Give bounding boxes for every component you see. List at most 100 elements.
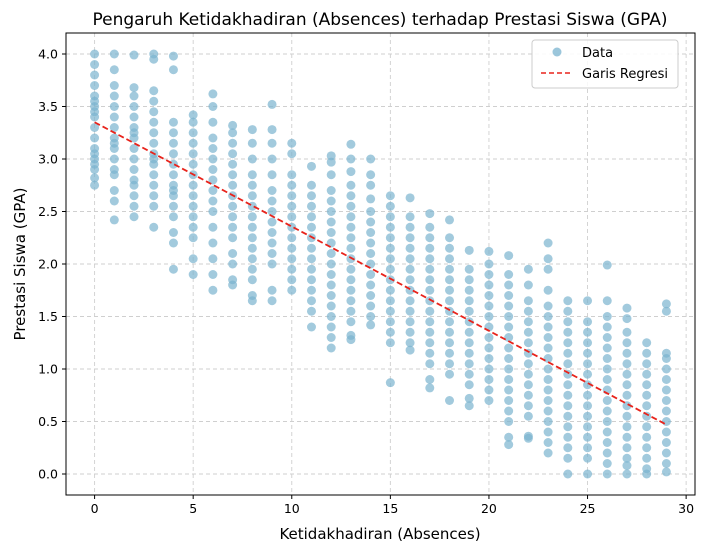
data-point: [366, 312, 376, 321]
data-point: [661, 459, 671, 468]
data-point: [228, 138, 238, 148]
data-point: [267, 154, 277, 164]
data-point: [661, 306, 671, 316]
data-point: [642, 422, 652, 432]
data-point: [523, 280, 533, 290]
data-point: [543, 343, 553, 353]
data-point: [326, 343, 336, 353]
data-point: [149, 201, 159, 211]
data-point: [622, 359, 632, 369]
data-point: [385, 222, 395, 232]
data-point: [326, 170, 336, 180]
data-point: [445, 348, 455, 358]
data-point: [149, 86, 159, 96]
data-point: [661, 406, 671, 416]
data-point: [188, 270, 198, 279]
data-point: [622, 390, 632, 400]
data-point: [109, 102, 119, 111]
data-point: [405, 306, 415, 316]
data-point: [602, 427, 612, 437]
data-point: [149, 138, 159, 148]
x-tick-label: 15: [382, 501, 398, 516]
data-point: [346, 306, 356, 316]
data-point: [504, 270, 514, 279]
data-point: [425, 348, 435, 358]
data-point: [543, 427, 553, 437]
data-point: [346, 264, 356, 274]
data-point: [208, 222, 218, 232]
x-tick-label: 30: [678, 501, 694, 516]
data-point: [90, 180, 100, 190]
data-point: [504, 375, 514, 384]
data-point: [247, 154, 257, 164]
x-tick-label: 25: [580, 501, 596, 516]
data-point: [445, 338, 455, 348]
data-point: [661, 364, 671, 374]
data-point: [90, 149, 100, 159]
data-point: [287, 138, 297, 148]
data-point: [326, 151, 336, 161]
data-point: [306, 180, 316, 190]
data-point: [228, 275, 238, 285]
data-point: [247, 212, 257, 222]
data-point: [247, 243, 257, 253]
data-point: [109, 196, 119, 206]
data-point: [385, 317, 395, 327]
data-point: [267, 217, 277, 227]
data-point: [464, 245, 474, 255]
data-point: [425, 233, 435, 243]
data-point: [109, 186, 119, 195]
data-point: [622, 422, 632, 432]
data-point: [464, 393, 474, 403]
data-point: [602, 260, 612, 270]
data-point: [306, 306, 316, 316]
data-point: [622, 348, 632, 358]
y-tick-label: 0.0: [38, 467, 58, 482]
data-point: [188, 159, 198, 169]
data-point: [425, 264, 435, 274]
data-point: [405, 327, 415, 337]
data-point: [563, 338, 573, 348]
data-point: [484, 312, 494, 321]
data-point: [464, 285, 474, 295]
data-point: [90, 159, 100, 169]
data-point: [306, 254, 316, 264]
data-point: [326, 157, 336, 167]
data-point: [346, 154, 356, 164]
x-tick-label: 20: [481, 501, 497, 516]
data-point: [385, 285, 395, 295]
data-point: [267, 238, 277, 248]
data-point: [90, 81, 100, 90]
data-point: [188, 254, 198, 264]
data-point: [168, 228, 178, 237]
data-point: [326, 196, 336, 206]
data-point: [642, 453, 652, 463]
data-point: [405, 264, 415, 274]
data-point: [543, 448, 553, 458]
data-point: [366, 320, 376, 330]
data-point: [385, 338, 395, 348]
data-point: [484, 259, 494, 269]
data-point: [504, 354, 514, 363]
data-point: [188, 191, 198, 201]
data-point: [228, 222, 238, 232]
data-point: [366, 180, 376, 190]
data-point: [306, 296, 316, 306]
data-point: [366, 270, 376, 279]
data-point: [129, 201, 139, 211]
data-point: [326, 259, 336, 269]
data-point: [602, 354, 612, 363]
data-point: [109, 154, 119, 164]
data-point: [287, 243, 297, 253]
data-point: [563, 390, 573, 400]
data-point: [405, 254, 415, 264]
data-point: [346, 191, 356, 201]
data-point: [168, 149, 178, 159]
data-point: [445, 285, 455, 295]
data-point: [228, 128, 238, 138]
data-point: [464, 359, 474, 369]
data-point: [583, 401, 593, 411]
data-point: [287, 275, 297, 285]
